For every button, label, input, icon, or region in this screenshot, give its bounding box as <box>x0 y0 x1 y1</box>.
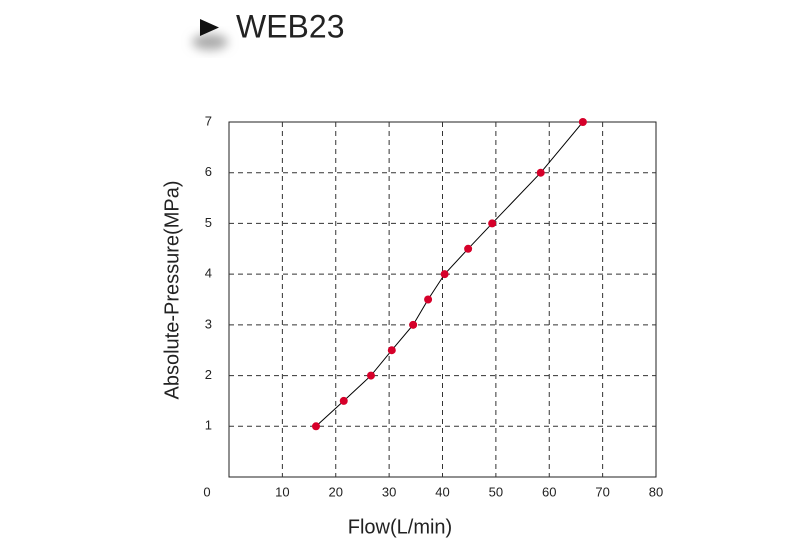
y-tick-label: 4 <box>205 266 212 281</box>
x-tick-label: 20 <box>329 484 343 499</box>
y-tick-label: 1 <box>205 418 212 433</box>
x-tick-label: 50 <box>489 484 503 499</box>
y-tick-label: 2 <box>205 367 212 382</box>
x-tick-label: 30 <box>382 484 396 499</box>
data-point <box>366 371 375 380</box>
title-marker <box>200 19 219 36</box>
x-tick-label: 70 <box>595 484 609 499</box>
x-axis-label: Flow(L/min) <box>348 516 452 538</box>
data-point <box>464 244 473 253</box>
y-tick-label: 7 <box>205 113 212 128</box>
x-tick-label: 0 <box>203 484 210 499</box>
y-axis-label: Absolute-Pressure(MPa) <box>161 181 183 400</box>
x-tick-label: 80 <box>649 484 663 499</box>
chart-title: WEB23 <box>236 8 344 44</box>
data-point <box>424 295 433 304</box>
data-point <box>387 346 396 355</box>
x-tick-label: 40 <box>435 484 449 499</box>
x-tick-label: 60 <box>542 484 556 499</box>
data-point <box>440 270 449 279</box>
y-tick-label: 3 <box>205 316 212 331</box>
title-shadow <box>192 34 228 50</box>
data-point <box>312 422 321 431</box>
data-point <box>578 118 587 126</box>
y-tick-label: 6 <box>205 164 212 179</box>
data-point <box>339 396 348 405</box>
data-point <box>409 320 418 329</box>
x-tick-label: 10 <box>275 484 289 499</box>
y-tick-label: 5 <box>205 215 212 230</box>
data-point <box>488 219 497 228</box>
data-point <box>536 168 545 177</box>
